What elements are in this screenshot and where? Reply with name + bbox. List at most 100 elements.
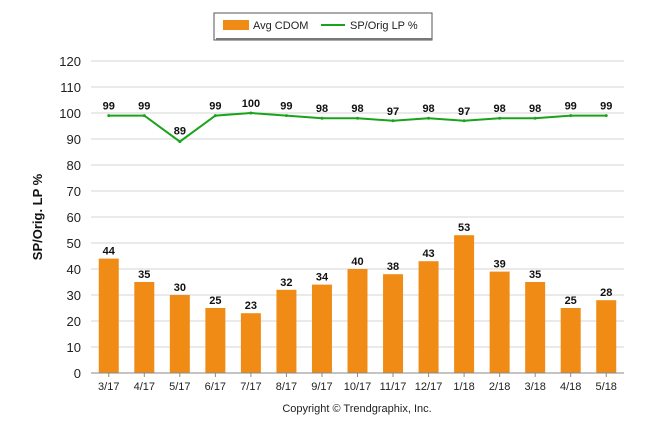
- x-tick-label: 11/17: [380, 381, 407, 393]
- bar: [418, 261, 439, 373]
- bar-data-label: 25: [209, 295, 221, 307]
- bar: [596, 300, 617, 373]
- line-point: [427, 116, 431, 120]
- x-tick-label: 2/18: [489, 381, 510, 393]
- bar-data-label: 28: [600, 287, 612, 299]
- y-tick-label: 60: [67, 210, 81, 225]
- bars: [98, 235, 617, 373]
- line-point: [533, 116, 537, 120]
- bar: [134, 282, 155, 373]
- x-tick-label: 3/18: [524, 381, 545, 393]
- bar-labels: 44 35 30 25 23 32 34 40 38 43 53 39 35 25 28: [103, 222, 613, 312]
- bar-data-label: 32: [280, 277, 292, 289]
- bar-data-label: 30: [174, 282, 186, 294]
- legend-swatch-avg-cdom: [223, 20, 249, 30]
- y-tick-label: 100: [59, 106, 81, 121]
- legend-shadow: [216, 38, 432, 40]
- bar-data-label: 35: [529, 269, 541, 281]
- bar: [240, 313, 261, 373]
- line-data-label: 97: [387, 106, 399, 118]
- line-data-label: 98: [494, 103, 506, 115]
- bar: [454, 235, 475, 373]
- legend: Avg CDOM SP/Orig LP %: [213, 12, 433, 41]
- line-point: [249, 111, 253, 115]
- y-tick-label: 20: [67, 314, 81, 329]
- line-data-label: 99: [138, 101, 150, 113]
- x-tick-label: 10/17: [344, 381, 372, 393]
- y-tick-label: 90: [67, 132, 81, 147]
- y-tick-label: 0: [74, 366, 81, 381]
- x-tick-label: 12/17: [415, 381, 443, 393]
- y-tick-label: 50: [67, 236, 81, 251]
- bar-data-label: 35: [138, 269, 150, 281]
- x-tick-label: 8/17: [276, 381, 297, 393]
- x-tick-label: 5/18: [596, 381, 617, 393]
- bar-data-label: 23: [245, 300, 257, 312]
- line-data-label: 98: [529, 103, 541, 115]
- y-tick-label: 10: [67, 340, 81, 355]
- x-tick-label: 9/17: [311, 381, 332, 393]
- y-tick-label: 80: [67, 158, 81, 173]
- line-data-label: 99: [209, 101, 221, 113]
- line-point: [284, 114, 288, 118]
- line-data-label: 98: [351, 103, 363, 115]
- line-point: [462, 119, 466, 123]
- bar: [98, 258, 119, 373]
- bar: [205, 308, 226, 373]
- bar-data-label: 53: [458, 222, 470, 234]
- line-data-label: 89: [174, 126, 186, 138]
- x-tick-label: 4/18: [560, 381, 581, 393]
- copyright-text: Copyright © Trendgraphix, Inc.: [282, 403, 431, 415]
- x-tick-label: 4/17: [134, 381, 155, 393]
- bar: [169, 295, 190, 373]
- line-point: [142, 114, 146, 118]
- line-point: [356, 116, 359, 120]
- line-point: [213, 114, 217, 118]
- y-tick-label: 70: [67, 184, 81, 199]
- line-data-label: 100: [242, 98, 260, 110]
- line-point: [604, 114, 608, 118]
- line-point: [498, 116, 502, 120]
- bar: [311, 284, 332, 373]
- bar: [276, 289, 297, 373]
- bar-data-label: 34: [316, 272, 329, 284]
- y-axis-label: SP/Orig. LP %: [30, 173, 45, 260]
- line-point: [569, 114, 573, 118]
- bar-data-label: 40: [351, 256, 363, 268]
- bar-data-label: 39: [494, 259, 506, 271]
- line-data-label: 99: [600, 101, 612, 113]
- line-labels: 99 99 89 99 100 99 98 98 97 98 97 98 98 99 99: [103, 98, 613, 138]
- bar: [383, 274, 404, 373]
- bar-data-label: 25: [565, 295, 577, 307]
- line-data-label: 98: [422, 103, 434, 115]
- legend-label-sp-orig: SP/Orig LP %: [350, 20, 418, 32]
- x-tick-label: 7/17: [240, 381, 261, 393]
- bar: [489, 271, 510, 373]
- line-data-label: 99: [565, 101, 577, 113]
- x-tick-label: 3/17: [98, 381, 119, 393]
- legend-box: [213, 12, 433, 41]
- line-data-label: 98: [316, 103, 328, 115]
- x-tick-label: 5/17: [169, 381, 190, 393]
- x-axis-ticks: 3/17 4/17 5/17 6/17 7/17 8/17 9/17 10/17 11/17 12…: [98, 373, 617, 393]
- line-data-label: 97: [458, 106, 470, 118]
- line-point: [107, 114, 111, 118]
- y-tick-label: 40: [67, 262, 81, 277]
- bar-data-label: 43: [422, 248, 434, 260]
- y-tick-label: 110: [60, 80, 81, 95]
- bar-data-label: 44: [103, 246, 116, 258]
- bar: [525, 282, 546, 373]
- legend-label-avg-cdom: Avg CDOM: [253, 20, 308, 32]
- bar: [347, 269, 368, 373]
- line-data-label: 99: [103, 101, 115, 113]
- line-point: [178, 140, 182, 144]
- bar: [560, 308, 581, 373]
- x-tick-label: 1/18: [453, 381, 474, 393]
- line-data-label: 99: [280, 101, 292, 113]
- y-axis-ticks: 0 10 20 30 40 50 60 70 80 90 100 110 120: [59, 54, 81, 381]
- line-series: [107, 111, 608, 144]
- y-tick-label: 30: [67, 288, 81, 303]
- y-tick-label: 120: [59, 54, 81, 69]
- line-point: [391, 119, 395, 123]
